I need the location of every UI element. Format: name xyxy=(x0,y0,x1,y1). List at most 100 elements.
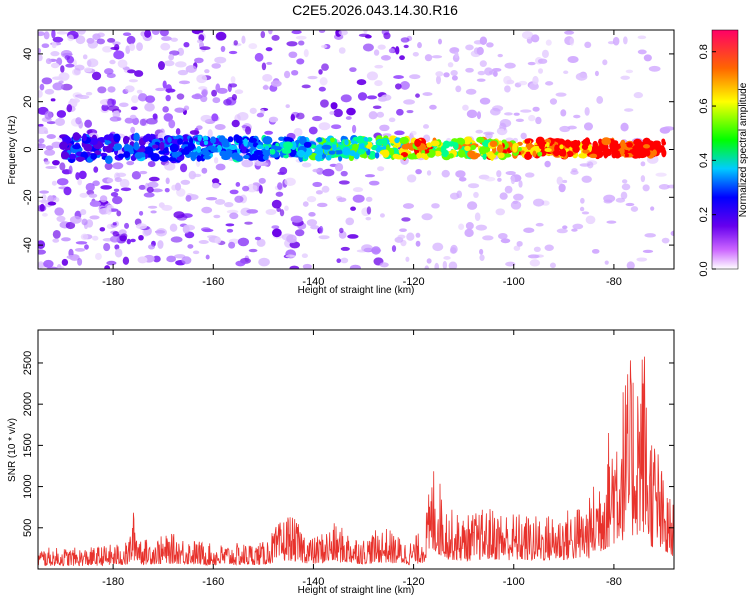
spectrogram-noise-blob xyxy=(246,183,258,193)
spectrogram-noise-blob xyxy=(356,79,367,86)
spectrogram-noise-blob xyxy=(435,71,444,77)
spectrogram-noise-blob xyxy=(68,165,73,175)
spectrogram-noise-blob xyxy=(575,72,588,81)
spectrogram-noise-blob xyxy=(533,198,545,207)
spectrogram-noise-blob xyxy=(535,222,544,227)
spectrogram-noise-blob xyxy=(74,64,85,71)
spectrogram-noise-blob xyxy=(271,34,280,41)
spectrogram-noise-blob xyxy=(77,30,86,35)
spectrogram-noise-blob xyxy=(38,143,46,149)
spectrogram-noise-blob xyxy=(124,222,130,229)
spectrogram-noise-blob xyxy=(510,200,522,210)
spectrogram-noise-blob xyxy=(39,190,50,194)
spectrogram-noise-blob xyxy=(131,170,142,180)
spectrogram-noise-blob xyxy=(301,84,311,89)
spectrogram-noise-blob xyxy=(352,194,365,203)
spectrogram-noise-blob xyxy=(321,44,328,49)
snr-series-line xyxy=(38,356,674,567)
spectrogram-noise-blob xyxy=(640,175,646,183)
spectrogram-noise-blob xyxy=(591,248,600,254)
spectrogram-echo-blob xyxy=(330,137,335,143)
spectrogram-noise-blob xyxy=(84,244,89,250)
snr-y-tick-label: 2500 xyxy=(22,351,34,375)
spectrogram-noise-blob xyxy=(361,244,373,252)
spectrogram-noise-blob xyxy=(308,212,316,217)
spectrogram-noise-blob xyxy=(308,126,318,135)
spectrogram-y-axis-title: Frequency (Hz) xyxy=(7,116,18,185)
spectrogram-noise-blob xyxy=(662,126,674,131)
spectrogram-noise-blob xyxy=(79,192,88,198)
spectrogram-noise-blob xyxy=(442,260,448,269)
spectrogram-noise-blob xyxy=(312,168,321,173)
spectrogram-noise-blob xyxy=(277,182,283,190)
colorbar-tick-label: 0.8 xyxy=(698,44,710,59)
spectrogram-noise-blob xyxy=(138,184,146,190)
spectrogram-noise-blob xyxy=(112,162,124,170)
spectrogram-noise-blob xyxy=(91,71,102,81)
spectrogram-noise-blob xyxy=(106,207,112,215)
spectrogram-noise-blob xyxy=(50,98,56,102)
spectrogram-noise-blob xyxy=(531,34,540,43)
spectrogram-noise-blob xyxy=(383,55,389,59)
spectrogram-noise-blob xyxy=(113,50,125,60)
spectrogram-noise-blob xyxy=(379,262,389,268)
spectrogram-noise-blob xyxy=(366,206,372,215)
spectrogram-noise-blob xyxy=(406,232,415,241)
spectrogram-echo-blob xyxy=(321,144,332,150)
spectrogram-noise-blob xyxy=(549,98,558,105)
spectrogram-noise-blob xyxy=(214,237,222,244)
spectrogram-noise-blob xyxy=(151,188,163,193)
spectrogram-noise-blob xyxy=(321,63,329,71)
spectrogram-echo-blob xyxy=(196,155,202,162)
spectrogram-noise-blob xyxy=(151,30,160,35)
spectrogram-noise-blob xyxy=(117,59,128,68)
spectrogram-noise-blob xyxy=(80,233,89,240)
spectrogram-noise-blob xyxy=(376,111,385,118)
spectrogram-noise-blob xyxy=(424,265,430,269)
spectrogram-noise-blob xyxy=(351,124,357,134)
spectrogram-noise-blob xyxy=(211,178,220,184)
spectrogram-y-tick-label: 20 xyxy=(22,96,34,108)
spectrogram-noise-blob xyxy=(248,43,258,50)
spectrogram-noise-blob xyxy=(424,54,433,62)
spectrogram-noise-blob xyxy=(271,199,282,209)
spectrogram-noise-blob xyxy=(198,239,209,244)
spectrogram-noise-blob xyxy=(320,99,329,108)
spectrogram-noise-blob xyxy=(215,163,226,171)
spectrogram-noise-blob xyxy=(388,117,396,123)
spectrogram-noise-blob xyxy=(60,65,65,73)
spectrogram-noise-blob xyxy=(623,36,628,45)
spectrogram-noise-blob xyxy=(168,54,175,61)
spectrogram-noise-blob xyxy=(535,116,542,125)
spectrogram-x-tick-label: -180 xyxy=(102,276,124,288)
spectrogram-noise-blob xyxy=(366,71,379,81)
spectrogram-noise-blob xyxy=(44,160,50,165)
spectrogram-noise-blob xyxy=(620,75,630,80)
spectrogram-echo-blob xyxy=(167,156,177,162)
spectrogram-noise-blob xyxy=(371,246,381,255)
spectrogram-noise-blob xyxy=(130,126,136,134)
spectrogram-noise-blob xyxy=(161,204,173,211)
spectrogram-echo-blob xyxy=(167,136,172,143)
spectrogram-noise-blob xyxy=(187,244,194,249)
spectrogram-noise-blob xyxy=(437,38,442,45)
spectrogram-noise-blob xyxy=(302,263,312,269)
spectrogram-noise-blob xyxy=(504,185,513,194)
spectrogram-noise-blob xyxy=(426,170,432,176)
spectrogram-noise-blob xyxy=(93,166,99,173)
spectrogram-noise-blob xyxy=(612,36,620,46)
spectrogram-noise-blob xyxy=(127,69,136,74)
spectrogram-noise-blob xyxy=(66,254,79,260)
spectrogram-echo-blob xyxy=(532,150,537,158)
spectrogram-echo-blob xyxy=(556,138,566,146)
spectrogram-noise-blob xyxy=(301,162,312,168)
spectrogram-noise-blob xyxy=(510,175,516,185)
spectrogram-noise-blob xyxy=(431,203,440,209)
spectrogram-noise-blob xyxy=(233,40,238,46)
spectrogram-noise-blob xyxy=(256,112,264,118)
colorbar-label: Normalized spectral amplitude xyxy=(738,82,749,217)
spectrogram-noise-blob xyxy=(513,245,521,251)
spectrogram-echo-blob xyxy=(158,150,166,155)
spectrogram-noise-blob xyxy=(229,212,239,220)
spectrogram-noise-blob xyxy=(157,240,164,249)
